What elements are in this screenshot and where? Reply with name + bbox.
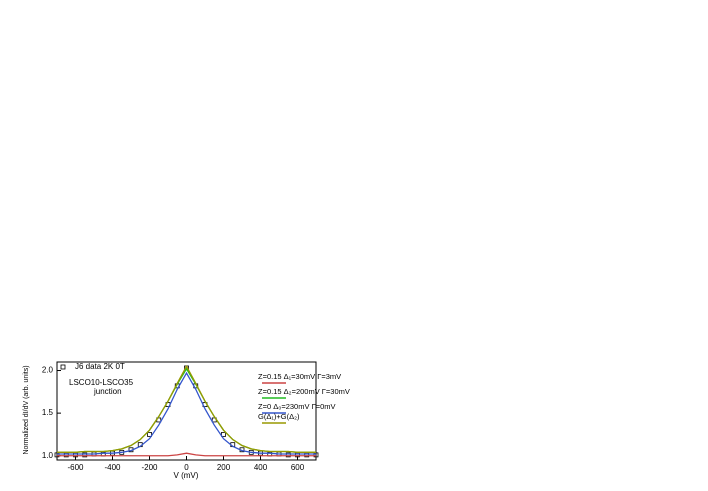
- data-point: [147, 432, 152, 437]
- data-point: [82, 452, 88, 458]
- annotation: junction: [93, 387, 122, 396]
- y-tick-label: 2.0: [42, 366, 54, 375]
- data-point: [221, 432, 226, 437]
- y-tick-label: 1.5: [42, 408, 54, 417]
- legend-label: Z=0.15 Δ₁=30mV Γ=3mV: [258, 372, 341, 381]
- x-axis-label: V (mV): [174, 471, 199, 480]
- legend-label: J6 data 2K 0T: [75, 362, 125, 371]
- data-point: [285, 452, 291, 458]
- x-tick-label: 400: [254, 463, 268, 472]
- legend-marker: [60, 364, 66, 370]
- annotation: LSCO10-LSCO35: [69, 378, 134, 387]
- x-tick-label: 0: [184, 463, 189, 472]
- legend-label: G(Δ₁)+G(Δ₂): [258, 412, 300, 421]
- x-tick-label: -200: [141, 463, 158, 472]
- series-line: [57, 364, 316, 453]
- x-tick-label: 200: [217, 463, 231, 472]
- y-tick-label: 1.0: [42, 451, 54, 460]
- y-axis-label: Normalized dI/dV (arb. units): [23, 365, 30, 454]
- x-tick-label: -400: [104, 463, 121, 472]
- series-line: [57, 371, 316, 455]
- series-line: [57, 452, 316, 457]
- legend-label: Z=0 Δ₀=230mV Γ=0mV: [258, 402, 336, 411]
- x-tick-label: 600: [291, 463, 305, 472]
- legend-label: Z=0.15 Δ₂=200mV Γ=30mV: [258, 387, 350, 396]
- x-tick-label: -600: [67, 463, 84, 472]
